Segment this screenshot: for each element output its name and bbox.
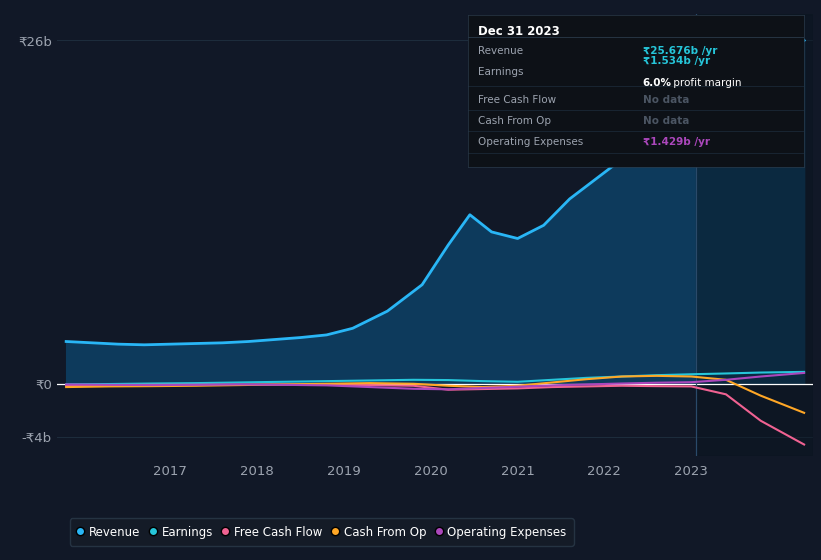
Text: ₹1.429b /yr: ₹1.429b /yr <box>643 137 709 147</box>
Text: Free Cash Flow: Free Cash Flow <box>478 95 556 105</box>
Text: ₹1.534b /yr: ₹1.534b /yr <box>643 57 710 67</box>
Text: No data: No data <box>643 95 689 105</box>
Text: ₹25.676b /yr: ₹25.676b /yr <box>643 46 717 56</box>
Text: 6.0%: 6.0% <box>643 78 672 88</box>
Text: No data: No data <box>643 116 689 125</box>
Text: Earnings: Earnings <box>478 67 524 77</box>
Bar <box>695 14 813 456</box>
Text: Operating Expenses: Operating Expenses <box>478 137 584 147</box>
Legend: Revenue, Earnings, Free Cash Flow, Cash From Op, Operating Expenses: Revenue, Earnings, Free Cash Flow, Cash … <box>70 519 574 545</box>
Text: Revenue: Revenue <box>478 46 523 56</box>
Text: Dec 31 2023: Dec 31 2023 <box>478 25 560 38</box>
Text: profit margin: profit margin <box>670 78 741 88</box>
Text: Cash From Op: Cash From Op <box>478 116 551 125</box>
